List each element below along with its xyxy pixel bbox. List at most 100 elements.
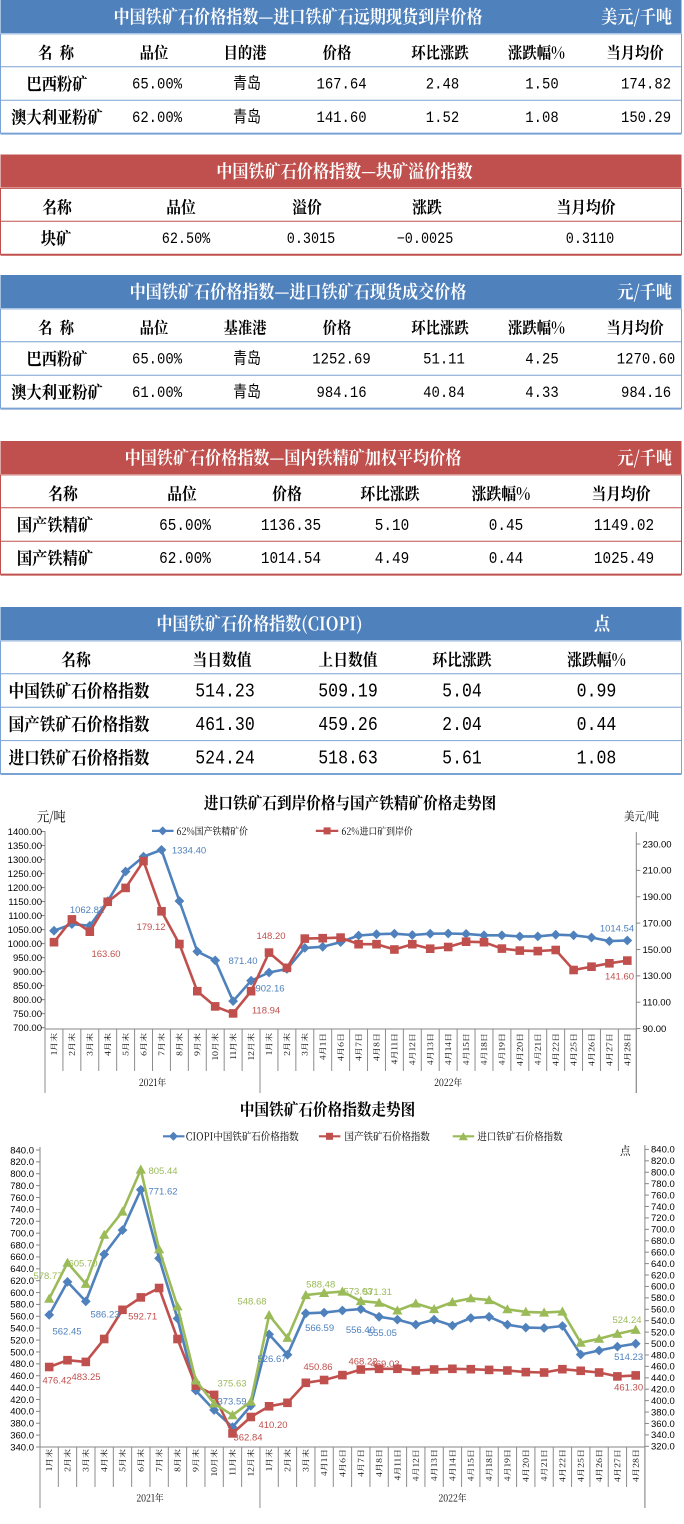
svg-text:362.84: 362.84 — [233, 1432, 262, 1443]
svg-text:680.0: 680.0 — [10, 1240, 34, 1251]
svg-text:150.29: 150.29 — [621, 109, 671, 127]
svg-text:562.45: 562.45 — [52, 1327, 81, 1338]
svg-text:440.0: 440.0 — [10, 1383, 34, 1394]
svg-text:青岛: 青岛 — [233, 383, 261, 402]
svg-text:62.00%: 62.00% — [159, 549, 211, 568]
svg-text:548.68: 548.68 — [237, 1296, 266, 1307]
svg-text:900.00: 900.00 — [13, 967, 42, 978]
svg-text:360.0: 360.0 — [651, 1419, 675, 1430]
svg-text:65.00%: 65.00% — [132, 76, 182, 94]
svg-text:700.0: 700.0 — [10, 1229, 34, 1240]
svg-text:586.23: 586.23 — [90, 1309, 119, 1320]
svg-text:−0.0025: −0.0025 — [397, 231, 454, 248]
svg-text:62.00%: 62.00% — [132, 109, 182, 127]
svg-text:600.0: 600.0 — [651, 1282, 675, 1293]
svg-text:1136.35: 1136.35 — [261, 516, 321, 535]
svg-text:170.00: 170.00 — [643, 918, 672, 929]
svg-text:566.59: 566.59 — [305, 1323, 334, 1334]
svg-text:740.0: 740.0 — [10, 1205, 34, 1216]
svg-text:771.62: 771.62 — [148, 1186, 177, 1197]
svg-text:5.61: 5.61 — [442, 748, 482, 769]
svg-text:605.70: 605.70 — [68, 1258, 97, 1269]
svg-text:1250.00: 1250.00 — [8, 869, 42, 880]
svg-text:380.0: 380.0 — [651, 1407, 675, 1418]
svg-text:1.08: 1.08 — [577, 748, 617, 769]
svg-text:840.0: 840.0 — [651, 1145, 675, 1156]
svg-text:1100.00: 1100.00 — [8, 911, 42, 922]
svg-text:360.0: 360.0 — [10, 1430, 34, 1441]
svg-text:902.16: 902.16 — [255, 984, 284, 995]
svg-text:800.0: 800.0 — [10, 1169, 34, 1180]
svg-text:380.0: 380.0 — [10, 1419, 34, 1430]
svg-text:740.0: 740.0 — [651, 1202, 675, 1213]
svg-text:148.20: 148.20 — [256, 931, 285, 942]
svg-text:560.0: 560.0 — [651, 1305, 675, 1316]
svg-text:468.22: 468.22 — [348, 1356, 377, 1367]
svg-text:410.20: 410.20 — [258, 1420, 287, 1431]
svg-text:0.44: 0.44 — [489, 549, 523, 568]
svg-text:1.50: 1.50 — [525, 76, 558, 94]
svg-text:5.04: 5.04 — [442, 682, 482, 703]
svg-text:373.59: 373.59 — [217, 1397, 246, 1408]
svg-text:588.48: 588.48 — [306, 1280, 335, 1291]
svg-text:1014.54: 1014.54 — [261, 549, 321, 568]
svg-text:984.16: 984.16 — [316, 384, 366, 402]
svg-text:163.60: 163.60 — [91, 949, 120, 960]
svg-text:340.0: 340.0 — [651, 1430, 675, 1441]
svg-text:2.48: 2.48 — [426, 76, 459, 94]
svg-text:680.0: 680.0 — [651, 1236, 675, 1247]
svg-text:青岛: 青岛 — [233, 350, 261, 369]
svg-text:700.00: 700.00 — [13, 1023, 42, 1034]
svg-text:540.0: 540.0 — [651, 1316, 675, 1327]
svg-text:850.00: 850.00 — [13, 981, 42, 992]
svg-text:509.19: 509.19 — [318, 682, 377, 703]
svg-text:青岛: 青岛 — [233, 108, 261, 127]
svg-text:820.0: 820.0 — [10, 1157, 34, 1168]
svg-text:420.0: 420.0 — [10, 1395, 34, 1406]
svg-text:0.3110: 0.3110 — [566, 231, 615, 248]
svg-text:0.3015: 0.3015 — [287, 231, 336, 248]
svg-text:800.00: 800.00 — [13, 995, 42, 1006]
svg-text:0.99: 0.99 — [577, 682, 617, 703]
svg-text:640.0: 640.0 — [10, 1264, 34, 1275]
svg-text:5.10: 5.10 — [375, 516, 409, 535]
svg-text:1300.00: 1300.00 — [8, 855, 42, 866]
svg-text:40.84: 40.84 — [423, 384, 465, 402]
svg-text:0.44: 0.44 — [577, 715, 617, 736]
svg-text:440.0: 440.0 — [651, 1373, 675, 1384]
svg-text:660.0: 660.0 — [651, 1248, 675, 1259]
svg-text:1150.00: 1150.00 — [8, 897, 42, 908]
svg-text:4.25: 4.25 — [525, 351, 558, 369]
svg-text:620.0: 620.0 — [10, 1276, 34, 1287]
svg-text:1062.82: 1062.82 — [70, 905, 104, 916]
svg-text:720.0: 720.0 — [651, 1213, 675, 1224]
svg-text:500.0: 500.0 — [651, 1339, 675, 1350]
svg-text:760.0: 760.0 — [10, 1193, 34, 1204]
svg-text:760.0: 760.0 — [651, 1190, 675, 1201]
svg-text:1270.60: 1270.60 — [617, 351, 675, 369]
svg-text:65.00%: 65.00% — [159, 516, 211, 535]
svg-text:1252.69: 1252.69 — [312, 351, 370, 369]
svg-text:375.63: 375.63 — [217, 1378, 246, 1389]
svg-text:340.0: 340.0 — [10, 1442, 34, 1453]
svg-text:90.00: 90.00 — [643, 1024, 667, 1035]
svg-text:620.0: 620.0 — [651, 1270, 675, 1281]
svg-text:1014.54: 1014.54 — [600, 923, 634, 934]
svg-text:1149.02: 1149.02 — [594, 516, 654, 535]
svg-text:230.00: 230.00 — [643, 839, 672, 850]
svg-text:800.0: 800.0 — [651, 1168, 675, 1179]
svg-text:640.0: 640.0 — [651, 1259, 675, 1270]
svg-text:700.0: 700.0 — [651, 1225, 675, 1236]
svg-text:520.0: 520.0 — [10, 1335, 34, 1346]
svg-text:500.0: 500.0 — [10, 1347, 34, 1358]
svg-text:660.0: 660.0 — [10, 1252, 34, 1263]
svg-text:210.00: 210.00 — [643, 866, 672, 877]
svg-text:1050.00: 1050.00 — [8, 925, 42, 936]
svg-text:514.23: 514.23 — [614, 1352, 643, 1363]
svg-text:950.00: 950.00 — [13, 953, 42, 964]
svg-text:459.26: 459.26 — [318, 715, 377, 736]
svg-text:476.42: 476.42 — [42, 1376, 71, 1387]
svg-text:1334.40: 1334.40 — [172, 846, 206, 857]
svg-text:1.08: 1.08 — [525, 109, 558, 127]
svg-text:520.0: 520.0 — [651, 1327, 675, 1338]
